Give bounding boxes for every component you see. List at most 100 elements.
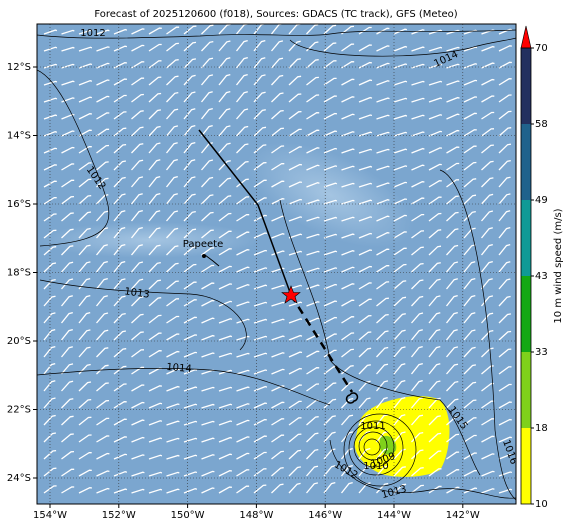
wind-barb: [236, 266, 250, 273]
map-area: Papeete 10121014101210131014101510161011…: [37, 24, 516, 504]
wind-barb: [358, 79, 373, 86]
wind-barb: [376, 131, 390, 137]
wind-barb: [43, 29, 58, 35]
wind-barb: [288, 284, 303, 290]
wind-barb: [498, 159, 511, 171]
wind-barb: [410, 329, 423, 341]
wind-barb: [96, 487, 110, 494]
wind-barb: [358, 265, 372, 273]
wind-barb: [183, 488, 198, 494]
wind-barb: [165, 193, 178, 205]
wind-barb: [96, 29, 110, 35]
wind-barb: [446, 228, 459, 239]
wind-barb: [218, 420, 233, 426]
wind-barb: [446, 146, 460, 154]
wind-barb: [498, 110, 512, 120]
wind-barb: [78, 381, 92, 392]
colorbar-segment: [521, 352, 531, 428]
wind-barb: [61, 63, 75, 69]
wind-barb: [131, 176, 144, 188]
wind-barb: [148, 420, 163, 426]
wind-barb: [323, 130, 338, 137]
wind-barb: [428, 262, 441, 273]
wind-barb: [306, 41, 319, 52]
wind-barb: [131, 28, 145, 35]
wind-barb: [411, 230, 425, 239]
wind-barb: [323, 199, 338, 205]
wind-barb: [306, 301, 320, 307]
wind-barb: [358, 182, 373, 188]
wind-barb: [341, 43, 355, 52]
wind-barb: [96, 329, 109, 341]
x-tick-label: 150°W: [171, 510, 205, 521]
wind-barb: [306, 250, 320, 256]
wind-barb: [341, 266, 355, 273]
wind-barb: [288, 250, 303, 256]
colorbar-segment: [521, 276, 531, 352]
wind-barb: [428, 229, 442, 239]
y-tick-label: 14°S: [7, 131, 31, 142]
wind-barb: [201, 454, 215, 460]
wind-barb: [43, 147, 58, 154]
wind-barb: [236, 419, 250, 426]
x-tick-label: 146°W: [308, 510, 342, 521]
wind-barb: [271, 418, 285, 426]
isobar-label: 1012: [80, 28, 105, 39]
wind-barb: [218, 386, 233, 392]
wind-barb: [288, 367, 302, 375]
wind-barb: [113, 453, 128, 460]
wind-barb: [376, 199, 390, 205]
wind-barb: [148, 261, 161, 273]
wind-barb: [43, 278, 56, 290]
wind-barb: [113, 176, 126, 188]
wind-barb: [43, 196, 57, 205]
wind-barb: [165, 142, 178, 154]
wind-barb: [218, 486, 232, 494]
wind-barb: [96, 95, 110, 103]
wind-barb: [481, 95, 495, 103]
wind-barb: [166, 245, 179, 256]
colorbar-tick-label: 18: [535, 423, 548, 434]
wind-barb: [480, 260, 493, 273]
wind-barb: [166, 75, 179, 86]
wind-barb: [358, 44, 372, 52]
wind-barb: [78, 244, 91, 256]
wind-barb: [341, 332, 355, 341]
wind-barb: [341, 414, 354, 426]
wind-barb: [358, 465, 371, 477]
wind-barb: [113, 348, 127, 358]
wind-barb: [96, 161, 109, 171]
wind-barb: [253, 267, 268, 273]
wind-barb: [183, 403, 198, 409]
wind-barb: [218, 436, 233, 443]
x-tick-label: 148°W: [239, 510, 273, 521]
wind-barb: [61, 195, 75, 205]
wind-barb: [78, 277, 91, 290]
wind-barb: [166, 471, 180, 477]
wind-barb: [78, 434, 92, 443]
wind-barb: [428, 114, 443, 120]
wind-barb: [288, 318, 303, 324]
wind-barb: [183, 246, 197, 256]
wind-barb: [498, 61, 512, 69]
wind-barb: [446, 346, 459, 358]
wind-barb: [148, 471, 163, 477]
wind-barb: [61, 415, 74, 426]
wind-barb: [218, 195, 232, 205]
wind-barb: [131, 331, 144, 341]
y-tick-label: 20°S: [7, 336, 31, 347]
wind-barb: [411, 29, 425, 35]
wind-barb: [166, 350, 180, 358]
wind-barb: [306, 147, 320, 154]
wind-barb: [498, 436, 513, 443]
wind-barb: [288, 58, 301, 69]
wind-barb: [428, 363, 441, 375]
wind-barb: [61, 80, 75, 86]
wind-barb: [498, 94, 512, 103]
wind-barb: [96, 210, 109, 222]
wind-barb: [218, 248, 232, 256]
wind-barb: [61, 398, 74, 409]
wind-barb: [235, 39, 248, 52]
wind-barb: [463, 277, 476, 290]
wind-barb: [288, 400, 302, 409]
